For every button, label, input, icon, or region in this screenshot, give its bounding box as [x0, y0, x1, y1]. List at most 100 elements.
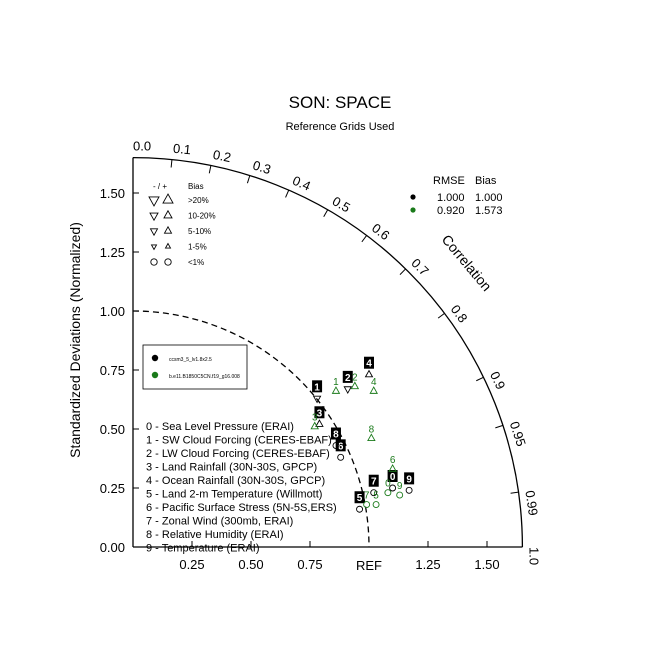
data-point-label: 2 [345, 373, 351, 384]
data-point-marker [363, 501, 371, 508]
data-point-marker [315, 419, 324, 427]
data-point-label: 8 [369, 424, 375, 435]
x-tick-label: 0.50 [238, 557, 263, 572]
data-point-label: 9 [397, 481, 403, 492]
data-point-marker [350, 381, 360, 390]
correlation-ticks: 0.0 0.1 0.20.30.40.50.60.70.80.90.950.991.… [132, 139, 541, 565]
data-point-label-box [404, 472, 415, 485]
x-axis-ticks: 0.25 0.50 0.75 1.25 1.50 [179, 541, 500, 572]
corr-tick-label: 0.4 [290, 173, 313, 194]
rmse-legend-dot [410, 207, 416, 213]
y-axis-label: Standardized Deviations (Normalized) [67, 222, 83, 458]
variable-legend-item: 3 - Land Rainfall (30N-30S, GPCP) [146, 462, 317, 474]
data-point-label: 3 [317, 408, 323, 419]
rmse-legend-rmse: 0.920 [437, 205, 465, 217]
x-tick-label: 0.75 [297, 557, 322, 572]
variable-legend-item: 4 - Ocean Rainfall (30N-30S, GPCP) [146, 475, 325, 487]
bias-legend-label: >20% [188, 196, 209, 205]
bias-legend-sign-header: - / + [153, 182, 167, 191]
variable-legend-item: 6 - Pacific Surface Stress (5N-5S,ERS) [146, 502, 337, 514]
data-point-label: 4 [366, 359, 372, 370]
data-point-label: 1 [333, 377, 339, 388]
corr-tick-label: 0.9 [487, 369, 508, 392]
corr-tick-mark [495, 424, 504, 429]
rmse-legend-rmse-header: RMSE [433, 175, 465, 187]
data-point-marker [364, 369, 374, 378]
series-legend-label: b.e11.B1850C5CN.f19_g16.008 [169, 374, 240, 380]
corr-tick-mark [510, 491, 519, 494]
data-point-marker [384, 489, 392, 497]
data-point-marker [331, 386, 341, 394]
data-point-marker [388, 464, 397, 472]
series-legend: ccsm3_5_lv1.8x2.5 b.e11.B1850C5CN.f19_g16… [142, 344, 248, 390]
data-point-marker [312, 395, 322, 404]
series-legend-label: ccsm3_5_lv1.8x2.5 [169, 357, 212, 363]
rmse-legend-bias: 1.000 [475, 192, 503, 204]
data-point-marker [389, 484, 397, 492]
data-point-marker [372, 501, 380, 508]
data-point-label: 3 [312, 413, 318, 424]
reference-arc [132, 310, 370, 548]
data-point-label: 2 [352, 373, 358, 384]
bias-legend-tri-up [163, 225, 173, 234]
data-point-marker [369, 386, 378, 394]
corr-tick-label: 0.99 [522, 489, 540, 516]
series-legend-rows: ccsm3_5_lv1.8x2.5 b.e11.B1850C5CN.f19_g16… [151, 354, 240, 380]
data-point-marker [367, 433, 376, 442]
data-point-label: 6 [338, 441, 344, 452]
ref-label: REF [356, 558, 382, 573]
bias-legend-tri-down [149, 228, 159, 237]
y-tick-label: 0.00 [100, 540, 125, 555]
data-point-label-box [368, 474, 379, 487]
corr-tick-label: 0.0 [133, 139, 151, 154]
data-point-marker [343, 386, 353, 394]
bias-legend-label: 1-5% [188, 243, 207, 252]
corr-tick-mark [246, 175, 251, 184]
corr-tick-label: 0.5 [330, 193, 353, 215]
data-point-label-box [330, 427, 341, 440]
data-point-marker [405, 486, 413, 494]
data-point-label-box [342, 370, 353, 383]
variable-legend-item: 0 - Sea Level Pressure (ERAI) [146, 421, 294, 433]
rmse-legend-dot [410, 194, 416, 200]
bias-legend-circle [164, 258, 172, 266]
series-legend-box [142, 344, 248, 390]
corr-tick-mark [476, 376, 484, 382]
bias-legend-circle [150, 258, 158, 266]
data-point-label-box [364, 356, 374, 369]
bias-legend-label: 10-20% [188, 212, 216, 221]
rmse-legend-bias: 1.573 [475, 205, 503, 217]
chart-subtitle: Reference Grids Used [286, 121, 395, 133]
bias-legend-tri-up [164, 242, 172, 249]
variable-legend-item: 5 - Land 2-m Temperature (Willmott) [146, 489, 322, 501]
y-tick-label: 0.50 [100, 422, 125, 437]
corr-tick-mark [208, 165, 212, 174]
data-point-label: 0 [390, 472, 396, 483]
correlation-label: Correlation [439, 231, 495, 294]
corr-tick-label: 0.1 [172, 141, 191, 158]
corr-tick-label: 0.2 [212, 147, 233, 165]
bias-legend-label: <1% [188, 258, 204, 267]
x-tick-label: 1.50 [474, 557, 499, 572]
data-point-label-box [312, 380, 323, 393]
corr-tick-mark [361, 235, 368, 243]
data-point-label-box [387, 470, 398, 482]
bias-legend-tri-up [162, 193, 174, 204]
bias-legend-bias-header: Bias [188, 182, 204, 191]
bias-legend: - / + Bias >20% 10-20% 5-10% 1-5% <1% [148, 182, 216, 267]
data-point-label: 0 [385, 479, 391, 490]
y-tick-label: 1.25 [100, 245, 125, 260]
bias-legend-tri-down [149, 212, 159, 222]
variable-legend-item: 8 - Relative Humidity (ERAI) [146, 529, 284, 541]
data-point-label-box [335, 439, 346, 452]
rmse-legend-bias-header: Bias [475, 175, 497, 187]
data-point-marker [396, 491, 404, 499]
variable-legend: 0 - Sea Level Pressure (ERAI) 1 - SW Clou… [146, 421, 337, 555]
series-legend-dot [151, 354, 159, 362]
data-point-marker [370, 489, 378, 497]
y-axis-ticks: 0.00 0.25 0.50 0.75 1.00 1.25 1.50 [100, 186, 139, 555]
y-tick-label: 1.00 [100, 304, 125, 319]
